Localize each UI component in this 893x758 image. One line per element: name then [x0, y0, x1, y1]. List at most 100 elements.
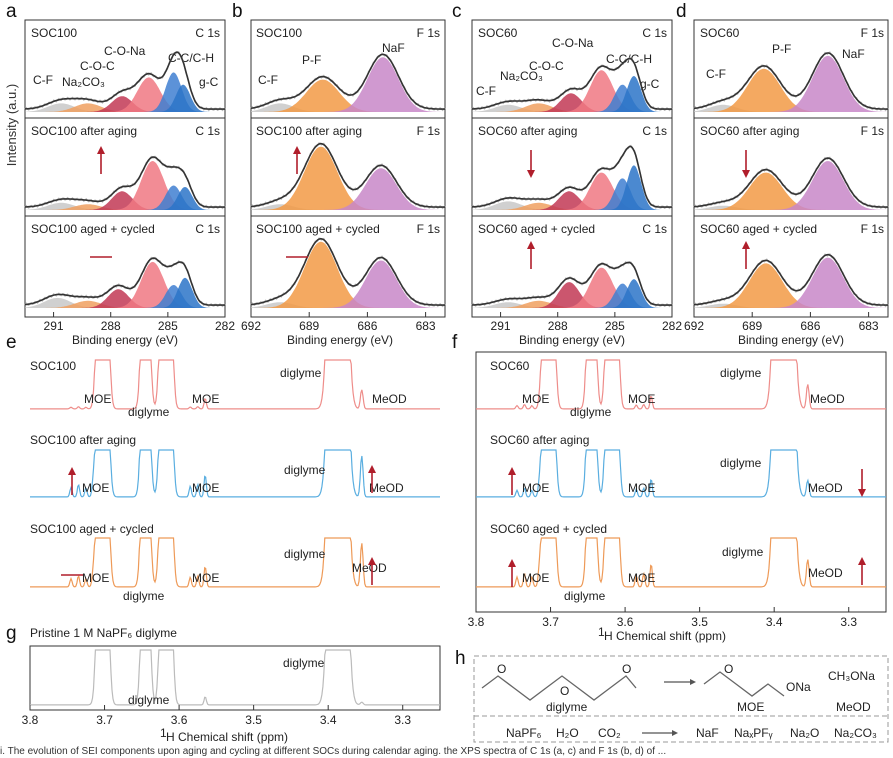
xps-panel-b: SOC100 SOC100 after aging SOC100 aged + … [241, 19, 446, 347]
envelope-fit [250, 53, 445, 110]
diglyme-structure [481, 675, 637, 701]
element-label: C 1s [642, 26, 667, 40]
row-title: SOC60 aged + cycled [478, 222, 595, 236]
spectra-group [24, 51, 226, 308]
panel-frame [471, 19, 673, 318]
label-moe: MOE [192, 392, 219, 406]
diglyme-label: diglyme [546, 700, 588, 714]
panel-letter-a: a [6, 1, 17, 22]
peak-label-cona: C-O-Na [104, 44, 146, 58]
label-moe: MOE [82, 571, 109, 585]
label-diglyme: diglyme [284, 547, 326, 561]
x-tick-label: 689 [299, 319, 319, 333]
nmr-spectrum [30, 537, 440, 588]
spectra-group [693, 51, 889, 308]
ch3ona-label: CH₃ONa [828, 669, 875, 683]
reactant-co2: CO₂ [598, 726, 621, 740]
nmr-spectrum [476, 537, 886, 588]
x-axis-label: H Chemical shift (ppm) [604, 629, 726, 643]
label-moe: MOE [522, 481, 549, 495]
row-title: SOC100 after aging [31, 124, 137, 138]
envelope-fit [693, 253, 888, 306]
element-label: C 1s [195, 222, 220, 236]
fit-peak-gc [25, 84, 225, 112]
nmr-panel-g: Pristine 1 M NaPF₆ diglyme diglyme digly… [22, 626, 441, 744]
nmr-spectrum [30, 649, 440, 706]
panel-frame [250, 19, 446, 318]
row-title: SOC60 [700, 26, 740, 40]
label-diglyme: diglyme [720, 456, 762, 470]
element-label: F 1s [417, 124, 440, 138]
row-title: SOC60 [490, 359, 530, 373]
fit-peak-naco [25, 300, 225, 308]
envelope-fit [693, 157, 888, 208]
fit-peak-gc [472, 76, 672, 112]
spectra-group [30, 649, 440, 706]
label-diglyme: diglyme [564, 589, 606, 603]
spectra-group [250, 52, 446, 308]
fit-peak-gc [472, 279, 672, 308]
x-ticks: 692 689 686 683 [241, 312, 436, 333]
x-tick-label: 288 [548, 319, 568, 333]
label-moe: MOE [84, 392, 111, 406]
peak-label-gc: g-C [640, 77, 660, 91]
moe-structure [703, 671, 785, 697]
row-title: SOC100 after aging [256, 124, 362, 138]
label-diglyme: diglyme [720, 366, 762, 380]
x-ticks: 3.8 3.7 3.6 3.5 3.4 3.3 [468, 607, 857, 629]
panel-letter-b: b [232, 1, 243, 22]
product-na2co3: Na₂CO₃ [834, 726, 877, 740]
fit-peak-naco [472, 300, 672, 308]
label-diglyme: diglyme [570, 405, 612, 419]
fit-peak-gc [472, 165, 672, 210]
nmr-spectrum [476, 449, 886, 498]
panel-frame [29, 645, 441, 711]
x-tick-label: 3.8 [22, 713, 39, 727]
panel-letter-f: f [452, 332, 458, 353]
label-meod: MeOD [369, 481, 404, 495]
envelope-fit [25, 156, 225, 208]
element-label: C 1s [195, 26, 220, 40]
trend-arrows [61, 146, 866, 587]
label-diglyme: diglyme [128, 693, 170, 707]
nmr-spectrum [30, 359, 440, 410]
panel-g-title: Pristine 1 M NaPF₆ diglyme [30, 626, 177, 640]
fit-peak-pf [694, 68, 888, 112]
product-na2o: Na₂O [790, 726, 819, 740]
x-tick-label: 689 [742, 319, 762, 333]
x-ticks: 3.8 3.7 3.6 3.5 3.4 3.3 [22, 705, 411, 727]
fit-peak-coc [25, 96, 225, 112]
x-axis-label: Binding energy (eV) [519, 333, 625, 347]
fit-peak-coc [25, 289, 225, 308]
fit-peak-naf [251, 168, 445, 210]
element-label: F 1s [417, 222, 440, 236]
label-diglyme: diglyme [283, 656, 325, 670]
x-ticks: 291 288 285 282 [44, 312, 235, 333]
label-moe: MOE [628, 481, 655, 495]
fit-peak-naco [25, 204, 225, 210]
atom-o: O [622, 662, 631, 676]
product-naxpfy: NaₓPFᵧ [734, 726, 773, 740]
element-label: F 1s [861, 222, 884, 236]
envelope-fit [250, 142, 445, 208]
label-meod: MeOD [808, 481, 843, 495]
row-title: SOC60 after aging [700, 124, 799, 138]
product-naf: NaF [696, 726, 719, 740]
peak-label-naf: NaF [842, 47, 865, 61]
fit-peak-pf [251, 241, 445, 308]
spectra-group [476, 359, 886, 588]
label-meod: MeOD [372, 392, 407, 406]
panel-letter-g: g [6, 623, 17, 644]
reactant-napf6: NaPF₆ [506, 726, 542, 740]
x-tick-label: 3.7 [542, 615, 559, 629]
label-moe: MOE [522, 392, 549, 406]
atom-o: O [724, 662, 733, 676]
peak-label-cona: C-O-Na [552, 36, 594, 50]
fit-peak-pf [251, 146, 445, 210]
fit-peak-coc [472, 191, 672, 210]
row-title: SOC60 [478, 26, 518, 40]
peak-label-na2co3: Na₂CO₃ [500, 69, 543, 83]
label-meod: MeOD [808, 566, 843, 580]
x-tick-label: 285 [605, 319, 625, 333]
